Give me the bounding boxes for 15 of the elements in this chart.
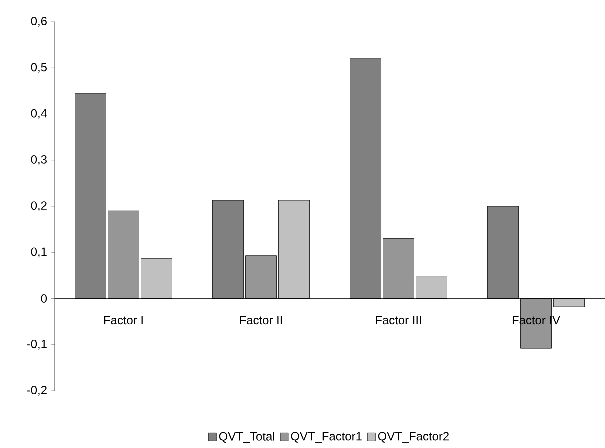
legend-label: QVT_Factor1 [291,432,362,443]
legend-label: QVT_Factor2 [378,432,449,443]
y-tick-label: 0,4 [31,109,48,120]
y-tick-label: 0,5 [31,63,47,74]
y-tick-label: 0,3 [31,155,47,166]
x-tick-label: Factor I [104,316,143,325]
y-tick-label: -0,2 [27,386,47,396]
x-tick-label: Factor II [240,316,282,325]
y-tick-label: -0,1 [27,340,47,350]
y-tick-label: 0,1 [31,248,47,258]
y-tick-label: 0,2 [31,202,47,212]
y-tick-label: 0 [41,294,48,303]
x-tick-label: Factor III [376,316,422,325]
legend-label: QVT_Total [219,432,275,444]
y-tick-label: 0,6 [31,17,47,27]
